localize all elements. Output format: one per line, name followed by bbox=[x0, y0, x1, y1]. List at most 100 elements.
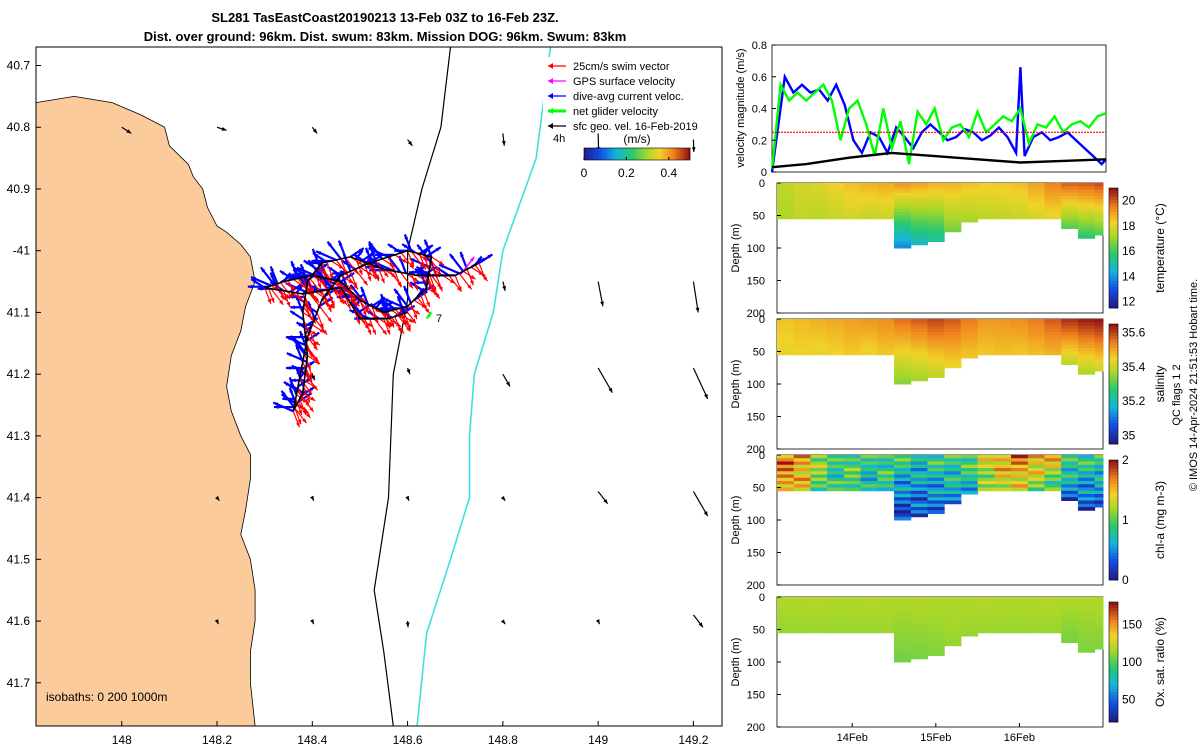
dive-avg-vector-head bbox=[368, 248, 374, 252]
section-cell bbox=[860, 212, 878, 216]
section-cell bbox=[860, 196, 878, 200]
swim-vector-head bbox=[383, 272, 389, 278]
section-cell bbox=[1027, 464, 1045, 469]
section-cell bbox=[860, 471, 878, 475]
section-cell bbox=[1027, 341, 1045, 346]
section-cell bbox=[860, 348, 878, 352]
section-cell bbox=[910, 464, 928, 469]
dive-avg-vector-head bbox=[361, 286, 365, 292]
section-cell bbox=[843, 616, 862, 621]
section-cell bbox=[777, 619, 795, 624]
section-cell bbox=[994, 629, 1012, 634]
dive-avg-vector-head bbox=[479, 258, 485, 263]
section-cell bbox=[1061, 222, 1079, 226]
dive-avg-vector-head bbox=[273, 402, 279, 407]
section-cell bbox=[944, 484, 962, 488]
legend-item-label: dive-avg current veloc. bbox=[573, 91, 684, 103]
section-cell bbox=[910, 186, 928, 190]
section-cell bbox=[1061, 606, 1079, 611]
section-cell bbox=[1044, 328, 1062, 333]
section-cell bbox=[994, 603, 1012, 608]
geo-vector-shaft-head bbox=[506, 381, 511, 387]
geo-vector-shaft-head bbox=[608, 387, 613, 393]
section-y-tick: 50 bbox=[753, 483, 765, 495]
swim-vector-head bbox=[313, 356, 319, 362]
section-y-tick: 200 bbox=[747, 444, 765, 456]
section-cell bbox=[1077, 364, 1096, 369]
section-colorbar-tick: 35 bbox=[1122, 428, 1136, 442]
section-cell bbox=[1044, 186, 1062, 190]
section-cell bbox=[1077, 500, 1096, 505]
section-cell bbox=[1094, 348, 1104, 352]
section-cell bbox=[927, 335, 945, 339]
section-colorbar-tick: 16 bbox=[1122, 244, 1136, 258]
dive-avg-vector-head bbox=[286, 353, 292, 357]
section-cell bbox=[810, 328, 828, 333]
section-cell bbox=[1077, 636, 1096, 640]
section-cell bbox=[1094, 354, 1104, 359]
geo-velocity-vector bbox=[214, 619, 220, 625]
legend-item-label: GPS surface velocity bbox=[573, 76, 676, 88]
section-cell bbox=[777, 183, 795, 187]
section-cell bbox=[777, 481, 795, 485]
section-cell bbox=[894, 358, 912, 362]
section-cell bbox=[1094, 196, 1104, 200]
section-cell bbox=[960, 325, 979, 330]
section-cell bbox=[910, 632, 928, 637]
dive-avg-vector-head bbox=[403, 285, 408, 291]
section-cell bbox=[1094, 325, 1104, 330]
section-colorbar-tick: 0 bbox=[1122, 573, 1129, 587]
section-cell bbox=[944, 468, 962, 472]
section-cell bbox=[910, 189, 928, 194]
geo-velocity-vector bbox=[692, 281, 700, 313]
section-cell bbox=[960, 196, 979, 200]
section-cell bbox=[927, 186, 945, 190]
section-cell bbox=[1044, 606, 1062, 611]
section-cell bbox=[1077, 212, 1096, 216]
section-cell bbox=[810, 610, 828, 614]
section-cell bbox=[1077, 455, 1096, 459]
section-cell bbox=[1077, 619, 1096, 624]
dive-avg-vector-head bbox=[367, 256, 372, 262]
section-colorbar-tick: 100 bbox=[1122, 655, 1142, 669]
section-cell bbox=[877, 629, 895, 634]
section-cell bbox=[927, 464, 945, 469]
dive-avg-vector-head bbox=[323, 263, 329, 268]
section-cell bbox=[994, 606, 1012, 611]
section-cell bbox=[977, 341, 995, 346]
section-cell bbox=[877, 484, 895, 488]
section-cell bbox=[927, 606, 945, 611]
section-cell bbox=[960, 319, 979, 323]
section-cell bbox=[927, 619, 945, 624]
section-cell bbox=[793, 325, 811, 330]
section-cell bbox=[810, 205, 828, 210]
section-cell bbox=[877, 328, 895, 333]
section-cell bbox=[894, 490, 912, 495]
section-cell bbox=[927, 636, 945, 640]
section-cell bbox=[960, 474, 979, 479]
section-cell bbox=[1077, 335, 1096, 339]
swim-vector-head bbox=[302, 406, 308, 411]
section-cell bbox=[843, 487, 862, 492]
section-cell bbox=[777, 603, 795, 608]
section-cell bbox=[927, 629, 945, 634]
map-y-tick-label: 41.1 bbox=[7, 305, 31, 319]
section-cell bbox=[960, 335, 979, 339]
geo-vector-shaft-head bbox=[501, 140, 506, 146]
dive-avg-vector-head bbox=[298, 322, 304, 327]
section-cell bbox=[977, 458, 995, 462]
section-cell bbox=[994, 199, 1012, 203]
section-cell bbox=[793, 335, 811, 339]
section-cell bbox=[944, 632, 962, 637]
section-cell bbox=[927, 371, 945, 375]
geo-velocity-vector bbox=[407, 139, 413, 147]
swim-vector-head bbox=[372, 329, 376, 335]
section-cell bbox=[877, 597, 895, 601]
section-cell bbox=[910, 636, 928, 640]
section-cell bbox=[1077, 616, 1096, 621]
swim-vector-head bbox=[367, 322, 373, 327]
section-cell bbox=[894, 603, 912, 608]
section-cell bbox=[927, 458, 945, 462]
geo-velocity-vector bbox=[500, 495, 506, 502]
section-cell bbox=[827, 335, 845, 339]
